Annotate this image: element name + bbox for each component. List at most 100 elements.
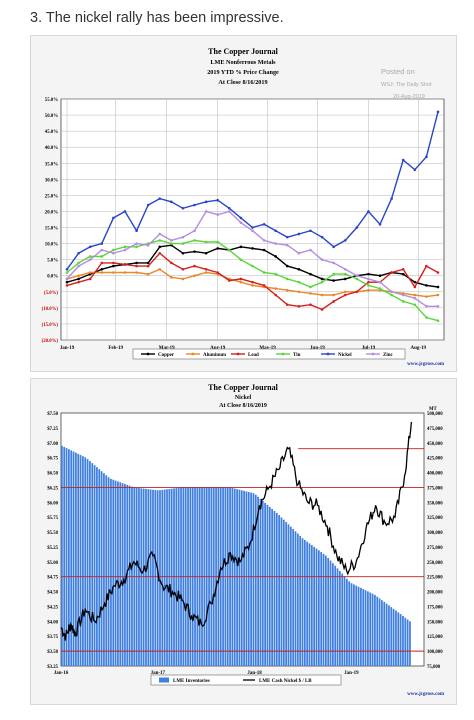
inventory-bar xyxy=(149,489,152,666)
inventory-bar xyxy=(128,485,131,666)
inventory-bar xyxy=(273,510,276,666)
inventory-bar xyxy=(296,533,299,666)
ytd-change-svg: The Copper Journal LME Nonferrous Metals 2… xyxy=(42,47,445,367)
legend-marker xyxy=(146,352,150,356)
point-lead xyxy=(204,268,208,271)
point-tin xyxy=(204,240,208,244)
point-lead xyxy=(170,261,173,265)
inventory-bar xyxy=(374,594,376,666)
inventory-bar xyxy=(243,490,245,666)
point-aluminum xyxy=(112,271,115,274)
point-lead xyxy=(112,261,115,265)
y-tick-label: 35.0% xyxy=(45,162,58,167)
y-right-tick-label: 275,000 xyxy=(427,546,443,551)
inventory-bar xyxy=(166,489,168,666)
point-nickel xyxy=(413,168,417,171)
point-nickel xyxy=(181,206,185,210)
point-zinc xyxy=(309,248,312,252)
inventory-bar xyxy=(310,545,313,666)
point-aluminum xyxy=(100,271,104,274)
point-lead xyxy=(251,280,254,284)
plot-area xyxy=(60,98,445,341)
inventory-bar xyxy=(103,473,105,666)
chart2-subtitle: Nickel xyxy=(235,395,252,401)
point-nickel xyxy=(88,245,92,249)
point-tin xyxy=(123,245,127,249)
point-copper xyxy=(343,277,347,281)
inventory-bar xyxy=(338,570,341,666)
point-aluminum xyxy=(285,288,289,292)
y-tick-label: 45.0% xyxy=(45,130,58,135)
point-tin xyxy=(309,285,312,289)
inventory-bar xyxy=(402,615,404,666)
y-left-tick-label: $5.50 xyxy=(47,531,58,536)
point-zinc xyxy=(135,242,138,245)
inventory-bar xyxy=(93,465,96,666)
inventory-bar xyxy=(254,494,257,666)
point-copper xyxy=(112,264,115,268)
point-zinc xyxy=(77,264,80,268)
inventory-bar xyxy=(364,590,367,666)
y-right-tick-label: 350,000 xyxy=(427,501,443,506)
y-left-tick-label: $5.75 xyxy=(47,516,58,521)
point-tin xyxy=(251,264,254,268)
y-tick-label: 0.0% xyxy=(47,275,58,280)
inventory-bar xyxy=(406,619,409,666)
point-zinc xyxy=(239,221,243,225)
inventory-bar xyxy=(362,589,365,666)
inventory-bar xyxy=(72,451,75,666)
y-tick-label: 5.0% xyxy=(47,259,58,264)
point-zinc xyxy=(251,229,254,233)
y-tick-label: 10.0% xyxy=(45,243,58,248)
point-copper xyxy=(425,284,428,287)
point-lead xyxy=(297,304,301,308)
nickel-price-inventory-chart: The Copper Journal Nickel At Close 8/16/20… xyxy=(30,378,457,705)
point-aluminum xyxy=(297,290,301,294)
inventory-bar xyxy=(331,563,334,666)
point-lead xyxy=(100,261,104,265)
inventory-bar xyxy=(303,539,306,666)
inventory-bar xyxy=(105,475,108,666)
inventory-bar xyxy=(350,583,353,666)
point-lead xyxy=(355,290,359,294)
point-zinc xyxy=(367,277,370,281)
point-lead xyxy=(262,284,266,287)
y-left-tick-label: $5.25 xyxy=(47,546,58,551)
legend-marker xyxy=(191,352,195,356)
y-right-tick-label: 500,000 xyxy=(427,412,443,417)
y-right-tick-label: 475,000 xyxy=(427,427,443,432)
point-zinc xyxy=(65,277,69,281)
point-copper xyxy=(401,272,405,276)
point-copper xyxy=(285,264,289,268)
chart1-subtitle: At Close 8/16/2019 xyxy=(218,79,267,86)
point-aluminum xyxy=(332,293,335,297)
point-aluminum xyxy=(135,271,138,274)
y-right-tick-label: 175,000 xyxy=(427,605,443,610)
y-left-tick-label: $7.00 xyxy=(47,442,58,447)
inventory-bar xyxy=(266,504,269,666)
y-tick-label: 50.0% xyxy=(45,114,58,119)
point-zinc xyxy=(204,210,208,213)
legend-label: LME Inventories xyxy=(173,679,210,684)
inventory-bar xyxy=(383,601,386,666)
point-nickel xyxy=(77,251,80,255)
point-lead xyxy=(320,308,324,311)
point-tin xyxy=(158,239,162,242)
point-lead xyxy=(158,251,162,255)
point-lead xyxy=(274,293,277,297)
x-tick-label: Apr-19 xyxy=(210,346,226,351)
ytd-change-chart: The Copper Journal LME Nonferrous Metals 2… xyxy=(30,35,457,372)
point-tin xyxy=(135,245,138,249)
inventory-bar xyxy=(238,489,241,666)
chart1-subtitle: LME Nonferrous Metals xyxy=(210,59,276,66)
inventory-bar xyxy=(376,596,379,666)
point-zinc xyxy=(158,232,162,236)
inventory-bar xyxy=(355,585,358,666)
point-copper xyxy=(413,280,417,284)
legend-swatch-inventory xyxy=(159,677,169,683)
inventory-bar xyxy=(285,522,288,666)
point-zinc xyxy=(343,268,347,271)
point-aluminum xyxy=(88,271,92,274)
point-aluminum xyxy=(77,274,80,278)
point-tin xyxy=(413,303,417,306)
